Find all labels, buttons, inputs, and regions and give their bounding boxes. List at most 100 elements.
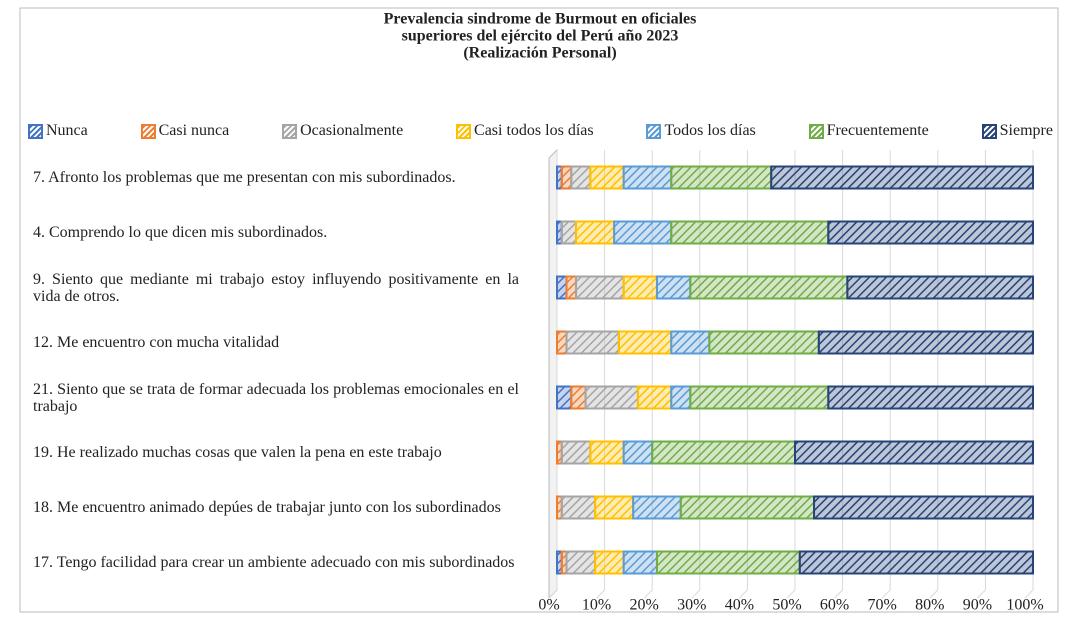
bar-segment	[560, 165, 573, 190]
bar-segment	[632, 495, 682, 520]
category-label: 4. Comprendo lo que dicen mis subordinad…	[33, 224, 328, 241]
x-tick-label: 0%	[538, 597, 559, 614]
bar-segment	[679, 495, 816, 520]
bar-segment	[556, 275, 568, 300]
plot-wall	[548, 148, 558, 600]
legend-swatch	[28, 123, 43, 139]
legend-item: Ocasionalmente	[282, 122, 403, 140]
x-tick-label: 40%	[725, 597, 754, 614]
tick-mark	[834, 589, 843, 599]
bar-segment	[670, 330, 711, 355]
legend-swatch	[981, 123, 997, 139]
legend-swatch	[282, 123, 298, 139]
tick-mark	[548, 589, 558, 599]
legend-label: Todos los días	[664, 122, 756, 139]
bar-segment	[560, 495, 597, 520]
category-label: 21. Siento que se trata de formar adecua…	[33, 380, 519, 415]
bar-segment	[565, 330, 620, 355]
bar-segment	[556, 330, 568, 355]
x-tick-label: 100%	[1006, 597, 1043, 614]
tick-mark	[691, 589, 701, 599]
x-tick-label: 60%	[820, 597, 849, 614]
legend-item: Todos los días	[646, 122, 756, 140]
bar-segment	[622, 275, 658, 300]
legend-swatch	[140, 123, 156, 139]
category-label: 9. Siento que mediante mi trabajo estoy …	[33, 270, 519, 305]
bar-segment	[570, 165, 592, 190]
chart-title: (Realización Personal)	[463, 45, 616, 62]
x-tick-label: 80%	[915, 597, 944, 614]
category-label: 17. Tengo facilidad para crear un ambien…	[33, 554, 515, 571]
bar-segment	[708, 330, 820, 355]
bar-segment	[636, 385, 673, 410]
legend-swatch	[646, 123, 662, 139]
bar-segment	[589, 440, 625, 465]
bar-segment	[589, 165, 625, 190]
chart-title: Prevalencia sindrome de Burmout en ofici…	[384, 11, 697, 28]
bar-segment	[622, 165, 673, 190]
bar-segment	[570, 385, 587, 410]
bar-segment	[651, 440, 797, 465]
bar-segment	[689, 275, 849, 300]
legend-label: Ocasionalmente	[300, 122, 404, 139]
bar-segment	[560, 220, 578, 245]
legend-label: Nunca	[46, 122, 88, 139]
chart-title: superiores del ejército del Perú año 202…	[402, 28, 679, 45]
x-tick-label: 30%	[677, 597, 706, 614]
category-label: 7. Afronto los problemas que me presenta…	[33, 169, 456, 186]
bar-segment	[813, 495, 1034, 520]
bar-segment	[584, 385, 639, 410]
tick-mark	[596, 589, 605, 599]
tick-mark	[977, 589, 986, 599]
bar-segment	[827, 220, 1034, 245]
legend-label: Siempre	[999, 122, 1053, 139]
bar-segment	[556, 385, 573, 410]
x-tick-label: 50%	[772, 597, 801, 614]
tick-mark	[929, 589, 939, 599]
legend-swatch	[808, 123, 824, 139]
bar-segment	[794, 440, 1034, 465]
bar-segment	[613, 220, 673, 245]
tick-mark	[739, 589, 748, 599]
bar-segment	[689, 385, 830, 410]
bar-segment	[670, 165, 773, 190]
category-label: 12. Me encuentro con mucha vitalidad	[33, 334, 280, 351]
legend-swatch	[456, 123, 472, 139]
frame	[19, 7, 1059, 613]
bar-segment	[622, 550, 658, 575]
bar-segment	[655, 550, 801, 575]
tick-mark	[786, 589, 796, 599]
x-tick-label: 90%	[963, 597, 992, 614]
bar-segment	[594, 495, 635, 520]
bar-segment	[575, 220, 616, 245]
bar-segment	[622, 440, 654, 465]
bar-segment	[655, 275, 692, 300]
bar-segment	[565, 550, 597, 575]
legend-item: Casi todos los días	[456, 122, 594, 140]
x-tick-label: 10%	[582, 597, 611, 614]
legend-label: Casi todos los días	[474, 122, 594, 139]
legend-item: Siempre	[981, 122, 1053, 140]
x-tick-label: 70%	[868, 597, 897, 614]
tick-mark	[1024, 589, 1034, 599]
bar-segment	[594, 550, 625, 575]
bar-segment	[770, 165, 1034, 190]
tick-mark	[643, 589, 653, 599]
x-tick-label: 20%	[630, 597, 659, 614]
bar-segment	[798, 550, 1035, 575]
legend-label: Casi nunca	[158, 122, 230, 139]
bar-segment	[846, 275, 1034, 300]
bar-segment	[565, 275, 578, 300]
legend-item: Frecuentemente	[808, 122, 929, 140]
bar-segment	[617, 330, 673, 355]
bar-segment	[670, 385, 692, 410]
legend: Nunca Casi nunca Ocasionalmente Casi todos …	[28, 122, 1053, 140]
category-label: 18. Me encuentro animado depúes de traba…	[33, 499, 501, 516]
bar-segment	[670, 220, 830, 245]
legend-item: Nunca	[28, 122, 88, 140]
bar-segment	[560, 440, 592, 465]
tick-mark	[881, 589, 891, 599]
legend-item: Casi nunca	[140, 122, 230, 140]
